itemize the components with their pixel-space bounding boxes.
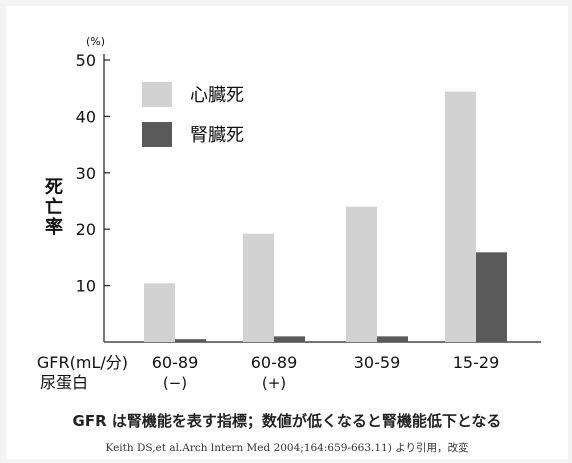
x-tick-label: 60-89 [251, 353, 298, 372]
source-citation: Keith DS,et al.Arch lntern Med 2004;164:… [105, 442, 469, 454]
chart-labels: 10 20 30 40 50 (%) 死亡率 60-89 (−) 60-89 (+) 30-59 15-… [37, 35, 499, 392]
bar [144, 283, 175, 342]
x-tick-label: 60-89 [152, 353, 199, 372]
bar [274, 336, 305, 342]
y-tick-label: 20 [76, 220, 96, 239]
legend-label: 心臓死 [190, 85, 244, 106]
chart-card: 10 20 30 40 50 (%) 死亡率 60-89 (−) 60-89 (+) 30-59 15-… [6, 6, 568, 459]
bar [377, 336, 408, 342]
y-unit-label: (%) [86, 35, 105, 48]
y-tick-label: 50 [76, 51, 96, 70]
x-row-label-gfr: GFR(mL/分) [37, 353, 128, 372]
x-subtick-label: (+) [262, 374, 286, 392]
y-axis-title-char: 死 [45, 177, 63, 198]
legend-swatch [142, 122, 172, 147]
y-axis-title-char: 亡 [45, 196, 63, 218]
y-tick-label: 30 [76, 164, 96, 183]
x-tick-label: 30-59 [354, 353, 401, 372]
bar [175, 339, 206, 342]
legend-swatch [142, 82, 172, 107]
bar [346, 206, 377, 342]
chart-bars [144, 91, 507, 342]
y-tick-label: 10 [76, 277, 96, 296]
bar [445, 91, 476, 342]
bar [476, 252, 507, 342]
y-tick-label: 40 [76, 107, 96, 126]
chart-caption: GFR は腎機能を表す指標；数値が低くなると腎機能低下となる [72, 412, 502, 430]
x-subtick-label: (−) [163, 374, 187, 392]
bar [243, 233, 274, 342]
x-row-label-protein: 尿蛋白 [40, 373, 88, 392]
bar-chart: 10 20 30 40 50 (%) 死亡率 60-89 (−) 60-89 (+) 30-59 15-… [37, 35, 541, 392]
legend-label: 腎臓死 [190, 125, 244, 146]
y-axis-title-char: 率 [45, 216, 63, 238]
x-tick-label: 15-29 [453, 353, 500, 372]
